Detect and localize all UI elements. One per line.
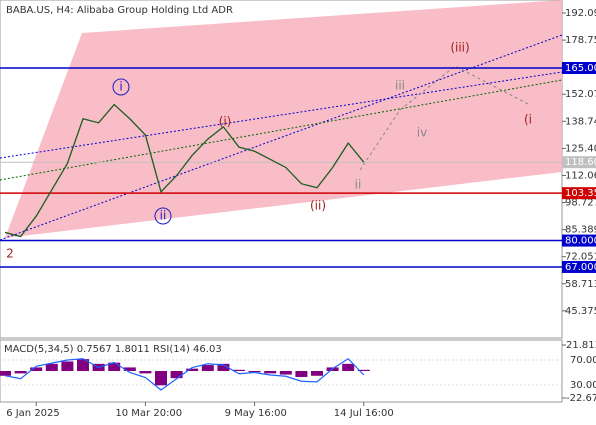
level-label: 103.350 (565, 188, 596, 199)
level-label: 80.000 (565, 236, 596, 247)
macd-bar (170, 371, 183, 379)
y-tick-label: 98.727 (565, 198, 596, 209)
macd-bar (217, 363, 230, 371)
wave-label: iv (417, 126, 427, 140)
level-label: 67.000 (565, 262, 596, 273)
wave-label: iii (395, 79, 405, 93)
y-tick-label: 178.755 (565, 35, 596, 46)
y2-tick-label: 30.00 (570, 380, 596, 391)
macd-bar (248, 371, 261, 373)
macd-bar (201, 365, 214, 371)
y-tick-label: 72.051 (565, 252, 596, 263)
macd-bar (0, 371, 11, 376)
rsi-line (4, 357, 365, 391)
y-tick-label: 125.403 (565, 143, 596, 154)
wave-label: (iii) (450, 41, 469, 55)
y2-tick-label: 70.00 (570, 355, 596, 366)
y-tick-label: 138.741 (565, 116, 596, 127)
level-box (562, 187, 596, 200)
y-tick-label: 112.065 (565, 170, 596, 181)
wave-label: (i (524, 113, 532, 127)
macd-bar (264, 371, 277, 374)
wave-label: 2 (6, 247, 14, 261)
indicator-title: MACD(5,34,5) 0.7567 1.8011 RSI(14) 46.03 (4, 344, 222, 355)
price-line (4, 103, 365, 238)
y-tick-label: 85.389 (565, 225, 596, 236)
y-tick-label: 58.713 (565, 279, 596, 290)
macd-bar (14, 371, 27, 374)
macd-bar (233, 369, 245, 371)
y-tick-label: 192.093 (565, 8, 596, 19)
macd-bar (30, 367, 43, 371)
macd-bar (61, 361, 74, 371)
macd-bar (123, 367, 136, 371)
x-tick-label: 10 Mar 20:00 (115, 408, 182, 419)
x-tick-label: 6 Jan 2025 (6, 408, 60, 419)
macd-bar (311, 371, 323, 376)
x-tick-label: 14 Jul 16:00 (334, 408, 394, 419)
chart-title: BABA.US, H4: Alibaba Group Holding Ltd A… (6, 5, 233, 16)
trend-line (0, 71, 563, 159)
wave-label: (i) (219, 115, 232, 129)
y-tick-label: 152.079 (565, 89, 596, 100)
macd-bar (155, 371, 167, 386)
wave-circle (112, 78, 130, 96)
y-tick-label: 21.8131 (566, 340, 596, 351)
wave-label: ii (355, 178, 362, 192)
wave-circle (154, 207, 172, 225)
trend-line (0, 79, 563, 181)
macd-bar (45, 363, 58, 371)
projection (359, 65, 531, 171)
macd-bar (342, 363, 355, 371)
level-box (562, 260, 596, 273)
channel (5, 0, 562, 238)
level-label: 165.000 (565, 63, 596, 74)
wave-label: i (119, 80, 122, 94)
y-tick-label: 45.375 (565, 306, 596, 317)
macd-bar (108, 362, 121, 371)
level-box (562, 156, 596, 169)
macd-bar (186, 368, 199, 371)
level-box (562, 234, 596, 247)
macd-bar (279, 371, 292, 375)
macd-bar (295, 371, 308, 377)
y-tick-label: -22.6703 (566, 393, 596, 404)
wave-label: ii (160, 209, 167, 223)
macd-bar (77, 359, 89, 371)
wave-label: (ii) (310, 199, 326, 213)
x-tick-label: 9 May 16:00 (225, 408, 287, 419)
level-box (562, 62, 596, 75)
macd-bar (139, 371, 152, 374)
macd-bar (357, 369, 370, 371)
level-label: 118.600 (565, 157, 596, 168)
